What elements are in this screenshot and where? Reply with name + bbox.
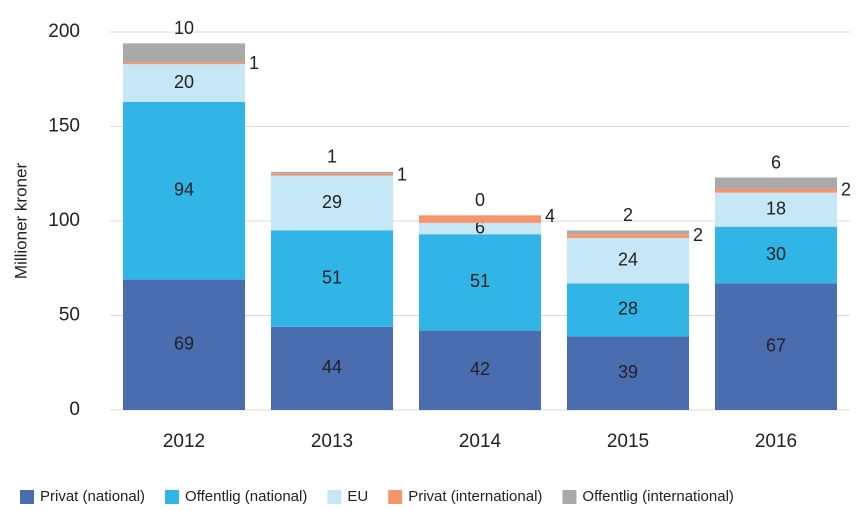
bar-segment [419,215,541,223]
x-tick-label: 2015 [607,431,649,452]
data-label: 42 [470,359,490,379]
legend-swatch [327,490,342,504]
legend-swatch [165,490,180,504]
legend-label: Offentlig (national) [185,488,307,505]
bar-segment [271,175,393,231]
bar-segment [123,43,245,63]
bar-segment [419,222,541,235]
bar-segment [567,283,689,337]
y-tick-label: 50 [59,305,80,326]
data-label: 0 [475,190,485,210]
data-label: 1 [397,165,407,185]
data-label: 51 [322,267,342,287]
data-label: 28 [618,299,638,319]
bar-segment [715,226,837,284]
bar-segment [715,192,837,227]
legend-label: EU [347,488,368,505]
legend-label: Privat (international) [408,488,542,505]
y-tick-label: 150 [48,116,80,137]
bar-segment [715,177,837,189]
bar-segment [123,101,245,280]
data-label: 1 [249,53,259,73]
bar-segment [271,326,393,410]
data-label: 10 [174,18,194,38]
legend-swatch [562,490,577,504]
data-label: 18 [766,198,786,218]
legend-label: Privat (national) [40,488,145,505]
bar-segment [123,62,245,65]
data-label: 6 [771,152,781,172]
x-tick-label: 2014 [459,431,502,452]
bar-segment [271,171,393,174]
data-label: 1 [327,147,337,167]
bar-segment [567,234,689,239]
y-axis-title: Millioner kroner [11,163,30,280]
data-label: 24 [618,249,638,269]
data-label: 6 [475,217,485,237]
legend-swatch [20,490,34,504]
bar-segment [271,230,393,327]
data-label: 30 [766,244,786,264]
bar-segment [567,336,689,410]
bar-segment [123,279,245,410]
y-tick-label: 100 [48,210,80,231]
data-label: 51 [470,271,490,291]
data-label: 67 [766,335,786,355]
data-label: 4 [545,206,555,226]
data-label: 2 [623,205,633,225]
bar-segment [123,64,245,102]
data-label: 2 [693,225,703,245]
legend-swatch [388,490,403,504]
y-tick-label: 0 [69,399,80,420]
data-label: 2 [841,180,851,200]
data-label: 29 [322,192,342,212]
bar-segment [419,330,541,410]
data-label: 94 [174,180,194,200]
bar-segment [567,230,689,235]
bar-segment [715,188,837,193]
x-tick-label: 2012 [163,431,205,452]
y-tick-label: 200 [48,21,80,42]
bar-segment [271,173,393,176]
bar-segment [419,234,541,331]
bar-segment [567,238,689,284]
data-label: 44 [322,357,342,377]
x-tick-label: 2013 [311,431,353,452]
bar-segment [715,283,837,410]
x-tick-label: 2016 [755,431,797,452]
data-label: 20 [174,72,194,92]
data-label: 69 [174,334,194,354]
data-label: 39 [618,362,638,382]
legend-label: Offentlig (international) [582,488,733,505]
